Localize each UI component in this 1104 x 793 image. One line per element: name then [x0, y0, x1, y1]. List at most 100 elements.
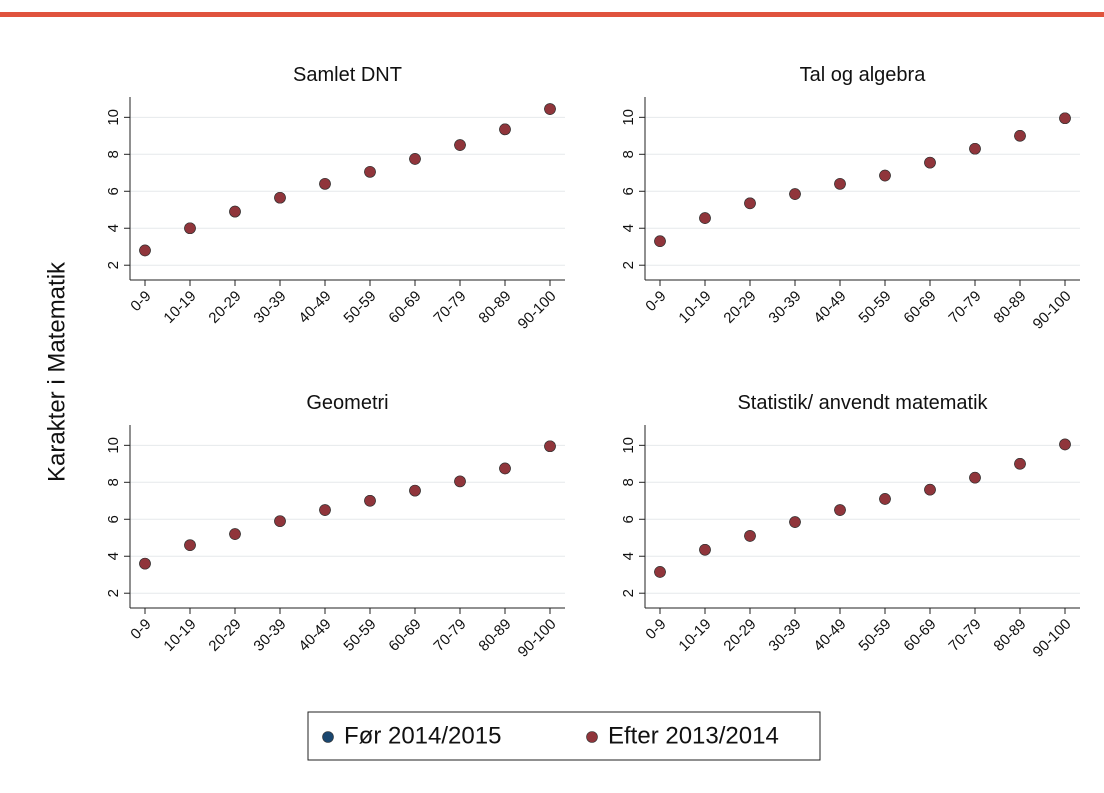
x-tick-label: 50-59	[340, 288, 379, 327]
panel-title: Geometri	[306, 392, 388, 414]
x-tick-label: 30-39	[765, 288, 804, 327]
x-tick-label: 70-79	[430, 616, 469, 655]
x-tick-label: 60-69	[385, 616, 424, 655]
point	[654, 566, 666, 578]
x-tick-label: 80-89	[475, 616, 514, 655]
x-tick-label: 10-19	[160, 616, 199, 655]
y-tick-label: 8	[620, 150, 637, 158]
point	[409, 484, 421, 497]
panel-title: Statistik/ anvendt matematik	[737, 392, 988, 414]
x-tick-label: 30-39	[250, 616, 289, 655]
x-tick-label: 0-9	[127, 616, 154, 643]
y-tick-label: 10	[620, 109, 637, 126]
y-tick-label: 2	[105, 261, 122, 269]
point	[1014, 458, 1026, 470]
point	[924, 483, 936, 496]
x-tick-label: 50-59	[855, 616, 894, 655]
point	[1014, 130, 1026, 142]
y-tick-label: 10	[620, 437, 637, 454]
y-tick-label: 4	[105, 552, 122, 560]
point	[1059, 112, 1071, 125]
x-tick-label: 0-9	[642, 616, 669, 643]
x-tick-label: 60-69	[385, 288, 424, 327]
x-tick-label: 60-69	[900, 288, 939, 327]
point	[879, 493, 891, 505]
point	[699, 543, 711, 556]
y-tick-label: 6	[105, 187, 122, 195]
y-tick-label: 6	[620, 187, 637, 195]
x-tick-label: 80-89	[990, 288, 1029, 327]
point	[654, 235, 666, 247]
x-tick-label: 60-69	[900, 616, 939, 655]
x-tick-label: 70-79	[945, 288, 984, 327]
point	[139, 244, 151, 257]
panel-title: Tal og algebra	[800, 64, 927, 86]
point	[319, 504, 331, 516]
y-tick-label: 4	[620, 224, 637, 232]
x-tick-label: 80-89	[475, 288, 514, 327]
point	[184, 539, 196, 551]
x-tick-label: 10-19	[675, 288, 714, 327]
y-tick-label: 2	[105, 589, 122, 597]
x-tick-label: 90-100	[1030, 288, 1075, 333]
point	[744, 530, 756, 542]
legend-label: Efter 2013/2014	[608, 722, 779, 749]
legend-marker	[586, 731, 598, 743]
y-tick-label: 10	[105, 109, 122, 126]
point	[409, 153, 421, 165]
point	[364, 494, 376, 507]
point	[499, 462, 511, 475]
x-tick-label: 20-29	[205, 616, 244, 655]
point	[274, 191, 286, 204]
point	[454, 475, 466, 488]
point	[544, 103, 556, 115]
x-tick-label: 40-49	[810, 616, 849, 655]
y-tick-label: 6	[105, 515, 122, 523]
x-tick-label: 90-100	[515, 288, 560, 333]
point	[139, 557, 151, 570]
x-tick-label: 30-39	[765, 616, 804, 655]
x-tick-label: 20-29	[720, 616, 759, 655]
y-tick-label: 8	[105, 478, 122, 486]
legend-label: Før 2014/2015	[344, 722, 501, 749]
point	[969, 471, 981, 484]
point	[229, 528, 241, 540]
y-tick-label: 8	[620, 478, 637, 486]
y-tick-label: 4	[620, 552, 637, 560]
x-tick-label: 90-100	[1030, 616, 1075, 661]
point	[319, 178, 331, 190]
y-tick-label: 4	[105, 224, 122, 232]
point	[274, 515, 286, 527]
y-tick-label: 10	[105, 437, 122, 454]
point	[924, 156, 936, 169]
x-tick-label: 10-19	[675, 616, 714, 655]
y-axis-label: Karakter i Matematik	[43, 261, 70, 482]
point	[499, 123, 511, 136]
point	[879, 169, 891, 182]
x-tick-label: 50-59	[340, 616, 379, 655]
y-tick-label: 6	[620, 515, 637, 523]
point	[834, 178, 846, 190]
x-tick-label: 20-29	[205, 288, 244, 327]
y-tick-label: 2	[620, 589, 637, 597]
x-tick-label: 80-89	[990, 616, 1029, 655]
x-tick-label: 70-79	[945, 616, 984, 655]
point	[834, 504, 846, 516]
y-tick-label: 2	[620, 261, 637, 269]
point	[789, 188, 801, 200]
point	[744, 197, 756, 210]
point	[789, 516, 801, 528]
point	[969, 142, 981, 155]
x-tick-label: 40-49	[295, 616, 334, 655]
x-tick-label: 0-9	[642, 288, 669, 315]
point	[229, 205, 241, 218]
x-tick-label: 10-19	[160, 288, 199, 327]
x-tick-label: 70-79	[430, 288, 469, 327]
point	[1059, 438, 1071, 451]
point	[454, 139, 466, 151]
x-tick-label: 40-49	[295, 288, 334, 327]
x-tick-label: 90-100	[515, 616, 560, 661]
legend	[307, 711, 821, 761]
x-tick-label: 30-39	[250, 288, 289, 327]
